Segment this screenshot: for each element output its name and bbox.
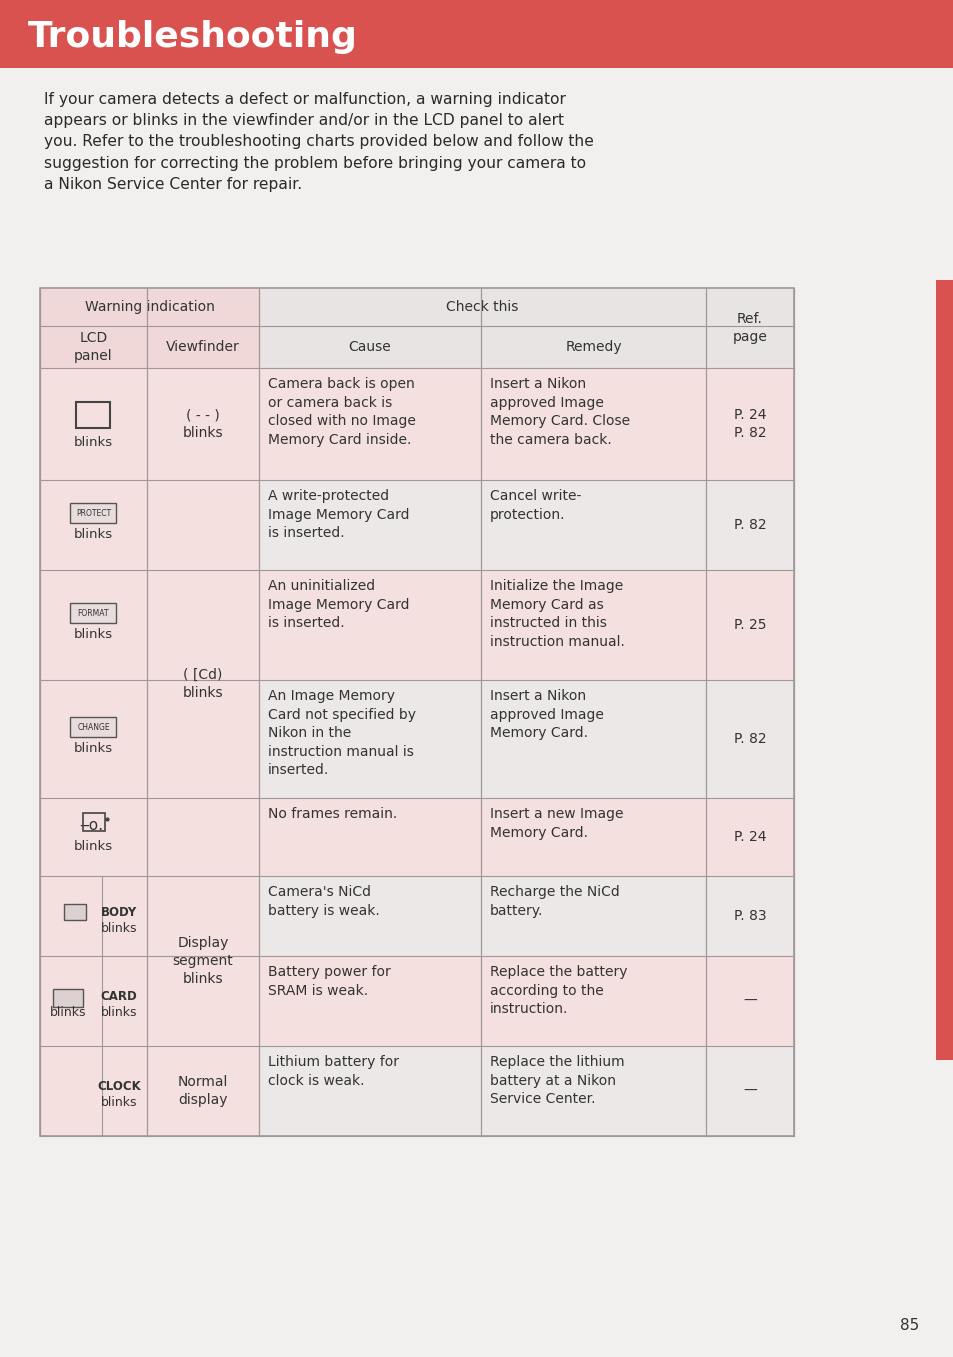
Text: blinks: blinks <box>74 742 113 756</box>
Bar <box>40 680 258 798</box>
Text: Display
segment
blinks: Display segment blinks <box>172 936 233 985</box>
Text: 85: 85 <box>900 1318 919 1333</box>
Text: Camera's NiCd
battery is weak.: Camera's NiCd battery is weak. <box>268 885 379 917</box>
Text: Replace the battery
according to the
instruction.: Replace the battery according to the ins… <box>490 965 627 1016</box>
Text: blinks: blinks <box>101 1095 137 1109</box>
Bar <box>40 877 793 955</box>
Text: —: — <box>742 1084 756 1098</box>
Bar <box>40 570 793 680</box>
Text: Check this: Check this <box>446 300 518 313</box>
Text: blinks: blinks <box>74 840 113 854</box>
Text: Lithium battery for
clock is weak.: Lithium battery for clock is weak. <box>268 1054 398 1087</box>
Text: Ref.
page: Ref. page <box>732 312 766 343</box>
Bar <box>53 989 83 1007</box>
Text: Cause: Cause <box>348 341 391 354</box>
Bar <box>40 480 793 570</box>
Text: Cancel write-
protection.: Cancel write- protection. <box>490 489 580 521</box>
Text: P. 82: P. 82 <box>733 518 765 532</box>
Text: P. 25: P. 25 <box>733 617 765 632</box>
Bar <box>40 680 793 798</box>
Text: Insert a Nikon
approved Image
Memory Card.: Insert a Nikon approved Image Memory Car… <box>490 689 603 740</box>
Text: LCD
panel: LCD panel <box>74 331 112 362</box>
Bar <box>40 955 793 1046</box>
Bar <box>935 280 953 1060</box>
Text: P. 24: P. 24 <box>733 830 765 844</box>
Bar <box>40 1046 793 1136</box>
Text: P. 82: P. 82 <box>733 731 765 746</box>
Text: If your camera detects a defect or malfunction, a warning indicator
appears or b: If your camera detects a defect or malfu… <box>44 92 594 191</box>
Text: blinks: blinks <box>74 628 113 642</box>
Text: Recharge the NiCd
battery.: Recharge the NiCd battery. <box>490 885 619 917</box>
Text: P. 83: P. 83 <box>733 909 765 923</box>
Bar <box>40 368 258 480</box>
Text: A write-protected
Image Memory Card
is inserted.: A write-protected Image Memory Card is i… <box>268 489 409 540</box>
Text: Viewfinder: Viewfinder <box>166 341 239 354</box>
Bar <box>71 503 116 522</box>
Text: blinks: blinks <box>50 1007 86 1019</box>
Text: An Image Memory
Card not specified by
Nikon in the
instruction manual is
inserte: An Image Memory Card not specified by Ni… <box>268 689 416 778</box>
Text: Normal
display: Normal display <box>177 1075 228 1107</box>
Text: blinks: blinks <box>74 436 113 449</box>
Bar <box>40 798 793 877</box>
Text: Warning indication: Warning indication <box>85 300 214 313</box>
Text: Insert a Nikon
approved Image
Memory Card. Close
the camera back.: Insert a Nikon approved Image Memory Car… <box>490 377 630 446</box>
Bar <box>40 798 258 877</box>
Text: Troubleshooting: Troubleshooting <box>28 20 357 54</box>
Bar <box>0 0 953 68</box>
Text: CARD: CARD <box>100 991 137 1003</box>
Text: ( - - )
blinks: ( - - ) blinks <box>182 408 223 440</box>
Text: Camera back is open
or camera back is
closed with no Image
Memory Card inside.: Camera back is open or camera back is cl… <box>268 377 416 446</box>
Text: An uninitialized
Image Memory Card
is inserted.: An uninitialized Image Memory Card is in… <box>268 579 409 630</box>
Text: blinks: blinks <box>101 921 137 935</box>
Text: ( [Cd)
blinks: ( [Cd) blinks <box>182 668 223 700</box>
Text: Remedy: Remedy <box>564 341 621 354</box>
Text: Insert a new Image
Memory Card.: Insert a new Image Memory Card. <box>490 807 623 840</box>
Text: CLOCK: CLOCK <box>97 1080 141 1092</box>
Text: blinks: blinks <box>74 528 113 541</box>
Text: —: — <box>742 993 756 1008</box>
Bar <box>65 904 87 920</box>
Text: P. 24
P. 82: P. 24 P. 82 <box>733 408 765 440</box>
Text: Initialize the Image
Memory Card as
instructed in this
instruction manual.: Initialize the Image Memory Card as inst… <box>490 579 624 649</box>
Text: ‒ᴏ․: ‒ᴏ․ <box>79 817 104 832</box>
Text: BODY: BODY <box>101 905 137 919</box>
Text: CHANGE: CHANGE <box>77 722 110 731</box>
Bar <box>40 368 793 480</box>
Text: No frames remain.: No frames remain. <box>268 807 396 821</box>
Text: blinks: blinks <box>101 1007 137 1019</box>
Bar <box>76 402 111 427</box>
Bar <box>40 480 258 570</box>
Text: Replace the lithium
battery at a Nikon
Service Center.: Replace the lithium battery at a Nikon S… <box>490 1054 624 1106</box>
Bar <box>71 716 116 737</box>
Text: PROTECT: PROTECT <box>76 509 111 517</box>
Bar <box>40 1046 258 1136</box>
Bar <box>71 603 116 623</box>
Bar <box>40 288 793 1136</box>
Text: FORMAT: FORMAT <box>77 608 110 617</box>
Bar <box>40 288 258 368</box>
Bar <box>40 570 258 680</box>
Bar <box>40 877 258 955</box>
Bar <box>40 288 793 368</box>
Bar <box>84 813 106 830</box>
Text: Battery power for
SRAM is weak.: Battery power for SRAM is weak. <box>268 965 391 997</box>
Bar <box>40 955 258 1046</box>
